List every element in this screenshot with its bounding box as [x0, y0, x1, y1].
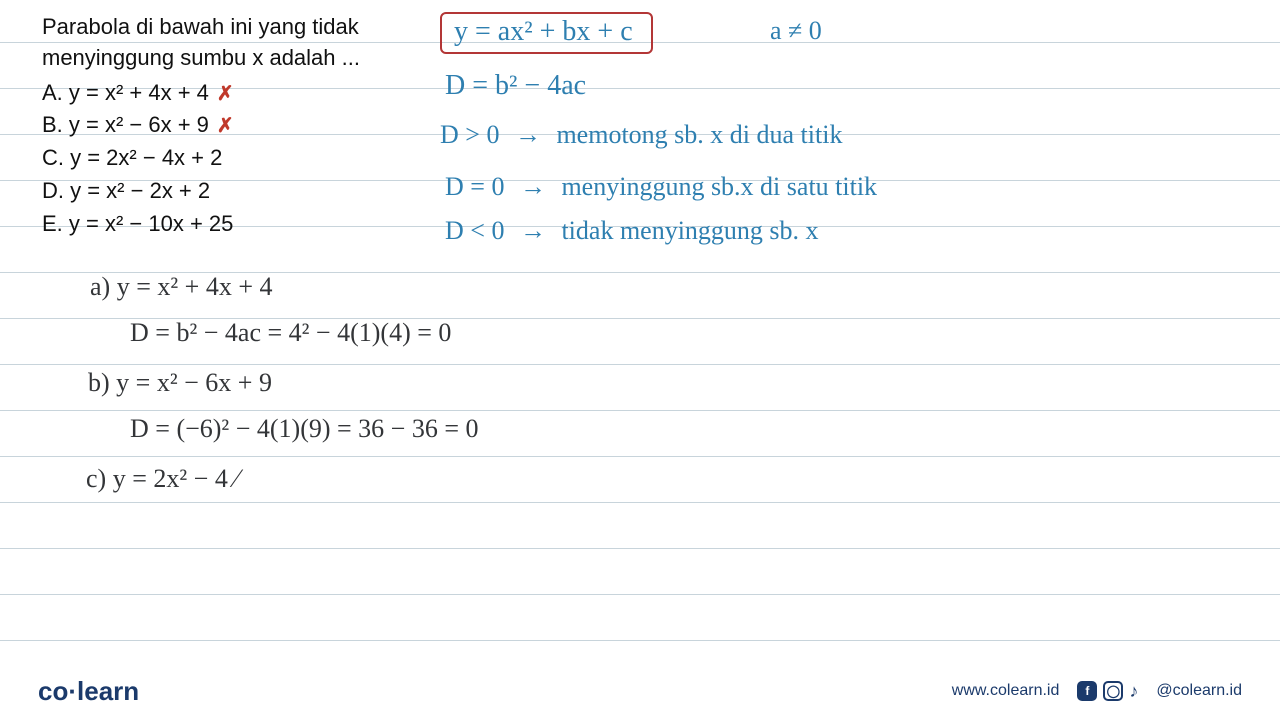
logo-dot: ·	[68, 676, 77, 706]
case-d-positive: D > 0 → memotong sb. x di dua titik	[440, 120, 842, 150]
logo-learn: learn	[77, 676, 139, 706]
work-a-eq: a) y = x² + 4x + 4	[90, 272, 272, 302]
d-zero-right: menyinggung sb.x di satu titik	[561, 172, 877, 201]
instagram-icon: ◯	[1103, 681, 1123, 701]
work-b-eq: b) y = x² − 6x + 9	[88, 368, 272, 398]
work-c-eq: c) y = 2x² − 4 ⁄	[86, 464, 239, 494]
option-label: B. y = x² − 6x + 9	[42, 112, 209, 137]
case-d-negative: D < 0 → tidak menyinggung sb. x	[445, 216, 819, 246]
option-label: D. y = x² − 2x + 2	[42, 178, 210, 203]
facebook-icon: f	[1077, 681, 1097, 701]
arrow-icon: →	[506, 120, 550, 150]
arrow-icon: →	[511, 172, 555, 202]
social-handle: @colearn.id	[1156, 682, 1242, 700]
cross-out-icon: ✗	[217, 80, 234, 108]
prompt-line-1: Parabola di bawah ini yang tidak	[42, 14, 359, 39]
case-d-zero: D = 0 → menyinggung sb.x di satu titik	[445, 172, 877, 202]
option-label: C. y = 2x² − 4x + 2	[42, 145, 222, 170]
option-c: C. y = 2x² − 4x + 2	[42, 143, 360, 174]
work-a-disc: D = b² − 4ac = 4² − 4(1)(4) = 0	[130, 318, 451, 348]
option-d: D. y = x² − 2x + 2	[42, 176, 360, 207]
page-content: Parabola di bawah ini yang tidak menying…	[0, 0, 1280, 720]
footer: co·learn www.colearn.id f ◯ ♪ @colearn.i…	[0, 672, 1280, 710]
quadratic-formula-box: y = ax² + bx + c	[440, 12, 653, 54]
question-block: Parabola di bawah ini yang tidak menying…	[42, 12, 360, 240]
footer-right: www.colearn.id f ◯ ♪ @colearn.id	[952, 681, 1242, 702]
site-url: www.colearn.id	[952, 682, 1060, 700]
d-neg-right: tidak menyinggung sb. x	[561, 216, 818, 245]
option-b: B. y = x² − 6x + 9 ✗	[42, 110, 360, 141]
option-a: A. y = x² + 4x + 4 ✗	[42, 78, 360, 109]
question-prompt: Parabola di bawah ini yang tidak menying…	[42, 12, 360, 74]
brand-logo: co·learn	[38, 676, 139, 707]
logo-co: co	[38, 676, 68, 706]
tiktok-icon: ♪	[1129, 681, 1138, 702]
work-b-disc: D = (−6)² − 4(1)(9) = 36 − 36 = 0	[130, 414, 479, 444]
option-label: E. y = x² − 10x + 25	[42, 211, 233, 236]
d-neg-left: D < 0	[445, 216, 504, 245]
d-pos-left: D > 0	[440, 120, 499, 149]
cross-out-icon: ✗	[217, 112, 234, 140]
d-pos-right: memotong sb. x di dua titik	[556, 120, 842, 149]
d-zero-left: D = 0	[445, 172, 504, 201]
prompt-line-2: menyinggung sumbu x adalah ...	[42, 45, 360, 70]
social-icons: f ◯ ♪	[1077, 681, 1138, 702]
option-e: E. y = x² − 10x + 25	[42, 209, 360, 240]
discriminant-formula: D = b² − 4ac	[445, 70, 586, 102]
condition-a-ne-zero: a ≠ 0	[770, 16, 822, 46]
arrow-icon: →	[511, 216, 555, 246]
option-label: A. y = x² + 4x + 4	[42, 80, 209, 105]
